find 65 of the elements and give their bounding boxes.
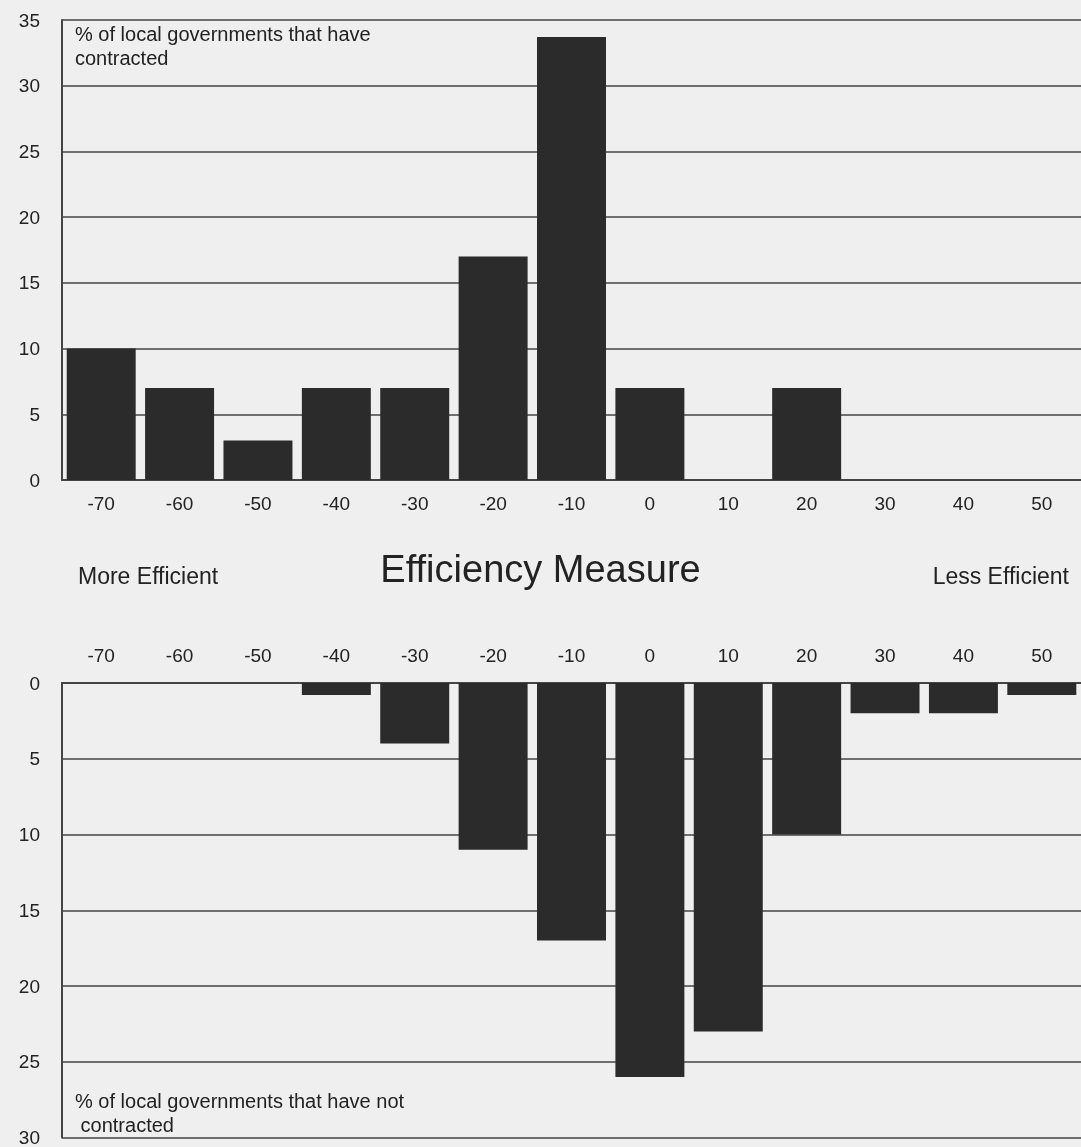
x-tick-label: -70: [87, 645, 115, 666]
y-tick-label: 15: [18, 899, 40, 921]
bar: [772, 388, 842, 480]
text: More Efficient: [78, 562, 219, 589]
bar: [537, 37, 606, 480]
x-tick-label: 40: [952, 493, 974, 514]
bar: [615, 683, 685, 1077]
bar: [301, 683, 371, 696]
x-tick-label: 10: [717, 493, 739, 514]
x-tick-label: -20: [479, 645, 507, 666]
bar: [458, 683, 528, 850]
bar: [223, 440, 293, 480]
y-tick-label: 5: [29, 403, 40, 425]
x-tick-label: -10: [557, 645, 586, 666]
bar: [145, 388, 215, 480]
y-axis-title: % of local governments that have contracted: [75, 23, 377, 69]
x-tick-label: 10: [717, 645, 739, 666]
x-axis-title: Efficiency Measure: [380, 548, 701, 590]
y-tick-label: 25: [18, 1051, 40, 1073]
bar: [693, 683, 763, 1032]
y-tick-label: 25: [18, 140, 40, 162]
y-tick-label: 15: [18, 272, 40, 294]
x-tick-label: 30: [874, 645, 896, 666]
x-tick-label: -20: [479, 493, 507, 514]
y-tick-label: 10: [18, 824, 40, 845]
x-tick-label: 40: [952, 645, 974, 666]
text: Less Efficient: [932, 562, 1070, 589]
y-tick-label: 35: [18, 9, 40, 31]
x-tick-label: -50: [244, 645, 272, 666]
y-tick-label: 10: [18, 338, 40, 360]
bar: [458, 256, 528, 480]
x-tick-label: 30: [874, 493, 896, 514]
bar: [928, 683, 998, 714]
bar: [66, 348, 136, 480]
y-tick-label: 20: [18, 975, 40, 997]
y-tick-label: 30: [18, 75, 40, 97]
x-tick-label: -40: [322, 645, 351, 666]
x-tick-label: 0: [644, 493, 656, 514]
y-tick-label: 30: [18, 1127, 40, 1147]
x-tick-label: 20: [796, 493, 818, 514]
bar: [1007, 683, 1077, 696]
x-tick-label: -40: [322, 493, 351, 514]
x-tick-label: -60: [165, 493, 194, 514]
y-tick-label: 20: [18, 206, 40, 228]
y-tick-label: 0: [29, 672, 40, 694]
x-tick-label: 50: [1031, 645, 1053, 666]
y-tick-label: 0: [29, 469, 40, 491]
y-tick-label: 5: [29, 748, 40, 770]
x-tick-label: 50: [1031, 493, 1053, 514]
bar: [380, 388, 450, 480]
x-tick-label: -30: [401, 645, 429, 666]
bar: [301, 388, 371, 480]
x-tick-label: -60: [165, 645, 194, 666]
x-tick-label: 20: [796, 645, 818, 666]
x-tick-label: -10: [557, 493, 586, 514]
x-tick-label: 0: [644, 645, 656, 666]
bar: [615, 388, 685, 480]
x-tick-label: -30: [401, 493, 429, 514]
bar: [850, 683, 920, 714]
bar: [772, 683, 842, 835]
y-axis-title: % of local governments that have not contracted: [75, 1090, 405, 1136]
x-tick-label: -50: [244, 493, 272, 514]
bar: [380, 683, 450, 744]
bar: [537, 683, 606, 941]
x-tick-label: -70: [87, 493, 115, 514]
